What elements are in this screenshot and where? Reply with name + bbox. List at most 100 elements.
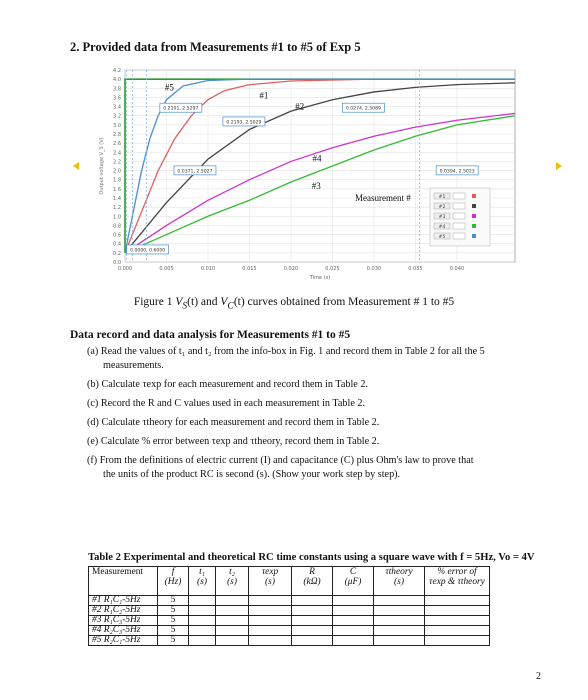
info-box-text: 0.0394, 2.5023 <box>440 168 475 174</box>
info-box-text: 0.2101, 2.5297 <box>163 106 198 112</box>
legend-label: #2 <box>439 204 446 210</box>
table-row: #1 R₁C₁-5Hz 5 <box>88 595 490 606</box>
plot-svg: 0.00.00.20.20.40.40.60.60.80.81.01.01.21… <box>73 68 562 281</box>
instruction-list: (a) Read the values of t₁ and t₂ from th… <box>87 345 527 487</box>
y-tick-left: 4.2 <box>113 68 121 74</box>
legend-label: #3 <box>439 214 446 220</box>
legend-swatch <box>433 222 451 230</box>
info-box <box>173 165 217 176</box>
col-f: f (Hz) <box>157 566 189 596</box>
y-tick-left: 0.6 <box>113 233 121 239</box>
info-box <box>342 102 385 113</box>
caption-suffix: curves obtained from Measurement # 1 to … <box>247 296 455 308</box>
instruction-item: (d) Calculate τtheory for each measureme… <box>87 417 380 428</box>
col-t1: t₁ (s) <box>188 566 216 596</box>
legend-toggle <box>452 212 466 220</box>
instruction-item: (a) Read the values of t₁ and t₂ from th… <box>87 346 485 371</box>
legend-title: Measurement # <box>355 193 411 203</box>
curve-annotation: #3 <box>312 181 322 191</box>
table-title: Table 2 Experimental and theoretical RC … <box>88 552 535 563</box>
y-tick-left: 3.8 <box>113 86 121 92</box>
legend-swatch <box>433 192 451 200</box>
legend-label: #4 <box>439 224 446 230</box>
y-tick-left: 0.2 <box>113 251 121 257</box>
page-heading: 2. Provided data from Measurements #1 to… <box>70 40 361 54</box>
y-tick-left: 1.2 <box>113 205 121 211</box>
caption-vs: VS <box>175 296 188 312</box>
info-box <box>435 165 479 176</box>
legend-swatch <box>433 212 451 220</box>
x-tick: 0.030 <box>367 266 381 272</box>
curve-annotation: #4 <box>313 153 323 163</box>
col-c: C (μF) <box>332 566 374 596</box>
page-number: 2 <box>536 671 541 682</box>
legend-toggle <box>452 222 466 230</box>
table-row: #5 R₂C₁-5Hz 5 <box>88 635 490 646</box>
series-line-1 <box>124 78 515 254</box>
curve-annotation: #1 <box>259 90 268 100</box>
series-line-3 <box>124 112 516 254</box>
y-tick-left: 2.4 <box>113 150 121 156</box>
x-tick: 0.035 <box>408 266 422 272</box>
info-box-text: 0.2193, 2.5029 <box>226 119 261 125</box>
legend-toggle <box>452 202 466 210</box>
info-box-text: 0.0274, 2.5089 <box>346 106 381 112</box>
info-box <box>222 116 266 127</box>
table-row: #2 R₁C₂-5Hz 5 <box>88 605 490 616</box>
section-title: Data record and data analysis for Measur… <box>70 329 351 341</box>
x-tick: 0.020 <box>284 266 298 272</box>
caption-prefix: Figure 1 <box>133 296 173 308</box>
x-tick: 0.010 <box>201 266 215 272</box>
table-header-row: Measurement f (Hz) t₁ (s) t₂ (s) τexp (s… <box>88 566 490 596</box>
table-row: #4 R₂C₃-5Hz 5 <box>88 625 490 636</box>
legend-toggle <box>452 232 466 240</box>
info-box <box>126 244 170 255</box>
instruction-item: (e) Calculate % error between τexp and τ… <box>87 436 380 447</box>
y-tick-left: 1.0 <box>113 214 121 220</box>
y-tick-left: 4.0 <box>113 77 121 83</box>
y-axis-marker-right <box>556 162 562 170</box>
y-tick-left: 0.8 <box>113 223 121 229</box>
legend-toggle <box>452 192 466 200</box>
caption-vc: VC <box>220 296 234 312</box>
y-tick-left: 2.8 <box>113 132 121 138</box>
y-tick-left: 1.4 <box>113 196 121 202</box>
instruction-item: (b) Calculate τexp for each measurement … <box>87 379 368 390</box>
y-tick-left: 2.2 <box>113 159 121 165</box>
y-axis-marker-left <box>73 162 79 170</box>
curve-annotation: #5 <box>165 83 175 93</box>
caption-t1: (t) <box>187 296 199 308</box>
y-tick-left: 2.6 <box>113 141 121 147</box>
voltage-plot: 0.00.00.20.20.40.40.60.60.80.81.01.01.21… <box>60 62 570 296</box>
y-tick-left: 1.6 <box>113 187 121 193</box>
y-tick-left: 1.8 <box>113 178 121 184</box>
info-box <box>159 102 203 113</box>
y-tick-left: 2.0 <box>113 169 121 175</box>
legend-swatch <box>433 232 451 240</box>
x-tick: 0.015 <box>242 266 256 272</box>
x-tick: 0.000 <box>118 266 132 272</box>
legend-label: #1 <box>439 194 446 200</box>
caption-t2: (t) <box>233 296 245 308</box>
y-axis-label-left: Output voltage V_S (V) <box>99 137 105 194</box>
x-axis-label: Time (s) <box>309 275 330 281</box>
instruction-item: (c) Record the R and C values used in ea… <box>87 398 366 409</box>
y-tick-left: 3.2 <box>113 114 121 120</box>
y-tick-left: 3.4 <box>113 105 121 111</box>
figure-caption: Figure 1 VS(t) and VC(t) curves obtained… <box>0 296 588 311</box>
legend-color-dot <box>472 204 476 208</box>
series-line-2 <box>124 82 516 254</box>
legend-swatch <box>433 202 451 210</box>
legend-color-dot <box>472 194 476 198</box>
legend-color-dot <box>472 234 476 238</box>
col-tau-exp: τexp (s) <box>248 566 292 596</box>
x-tick: 0.025 <box>325 266 339 272</box>
info-box-text: 0.0000, 0.6000 <box>130 247 165 253</box>
x-tick: 0.005 <box>159 266 173 272</box>
y-tick-left: 3.6 <box>113 95 121 101</box>
table-row: #3 R₁C₃-5Hz 5 <box>88 615 490 626</box>
y-tick-left: 0.4 <box>113 242 121 248</box>
y-tick-left: 3.0 <box>113 123 121 129</box>
col-measurement: Measurement <box>88 566 158 596</box>
x-tick: 0.040 <box>450 266 464 272</box>
